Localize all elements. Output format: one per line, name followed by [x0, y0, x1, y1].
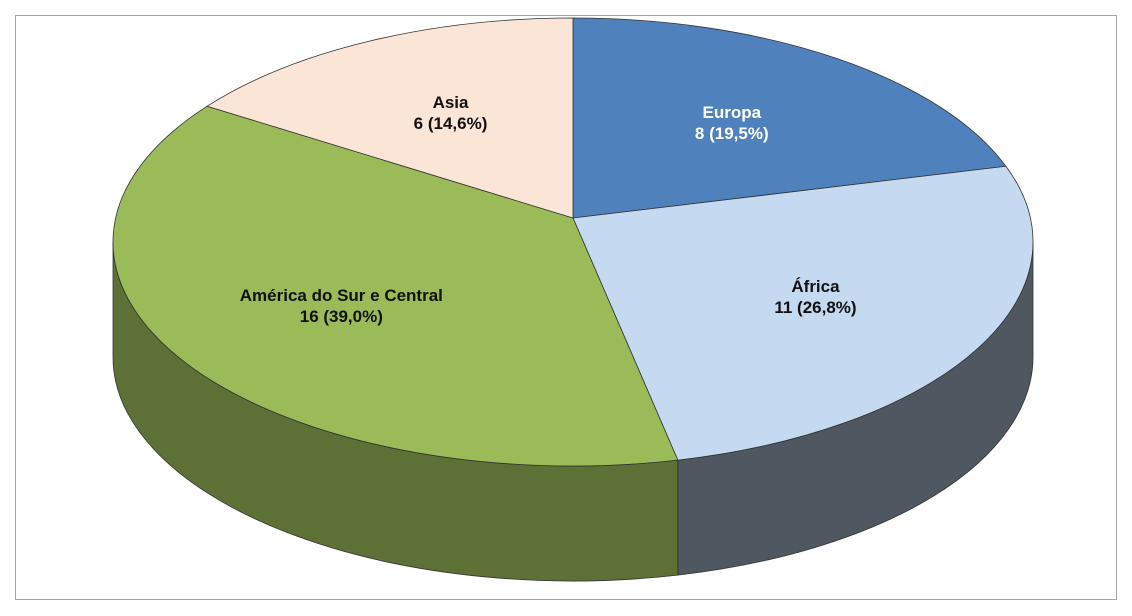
slice-value: 8 (19,5%) — [694, 124, 769, 144]
slice-value: 6 (14,6%) — [413, 113, 488, 133]
pie-slice — [206, 17, 574, 219]
pie-slice — [572, 17, 1007, 219]
data-label: Asia 6 (14,6%) — [346, 92, 556, 134]
pie-slice — [572, 165, 1034, 461]
slice-value: 16 (39,0%) — [299, 307, 383, 327]
slice-name: África — [791, 277, 840, 297]
slice-name: América do Sur e Central — [239, 286, 443, 306]
data-label: África 11 (26,8%) — [710, 276, 920, 318]
pie-slice — [112, 105, 679, 467]
data-label: Europa 8 (19,5%) — [627, 102, 837, 144]
data-label: América do Sur e Central 16 (39,0%) — [236, 285, 446, 327]
slice-name: Asia — [432, 92, 469, 112]
slice-name: Europa — [702, 103, 762, 123]
slice-value: 11 (26,8%) — [774, 298, 857, 318]
